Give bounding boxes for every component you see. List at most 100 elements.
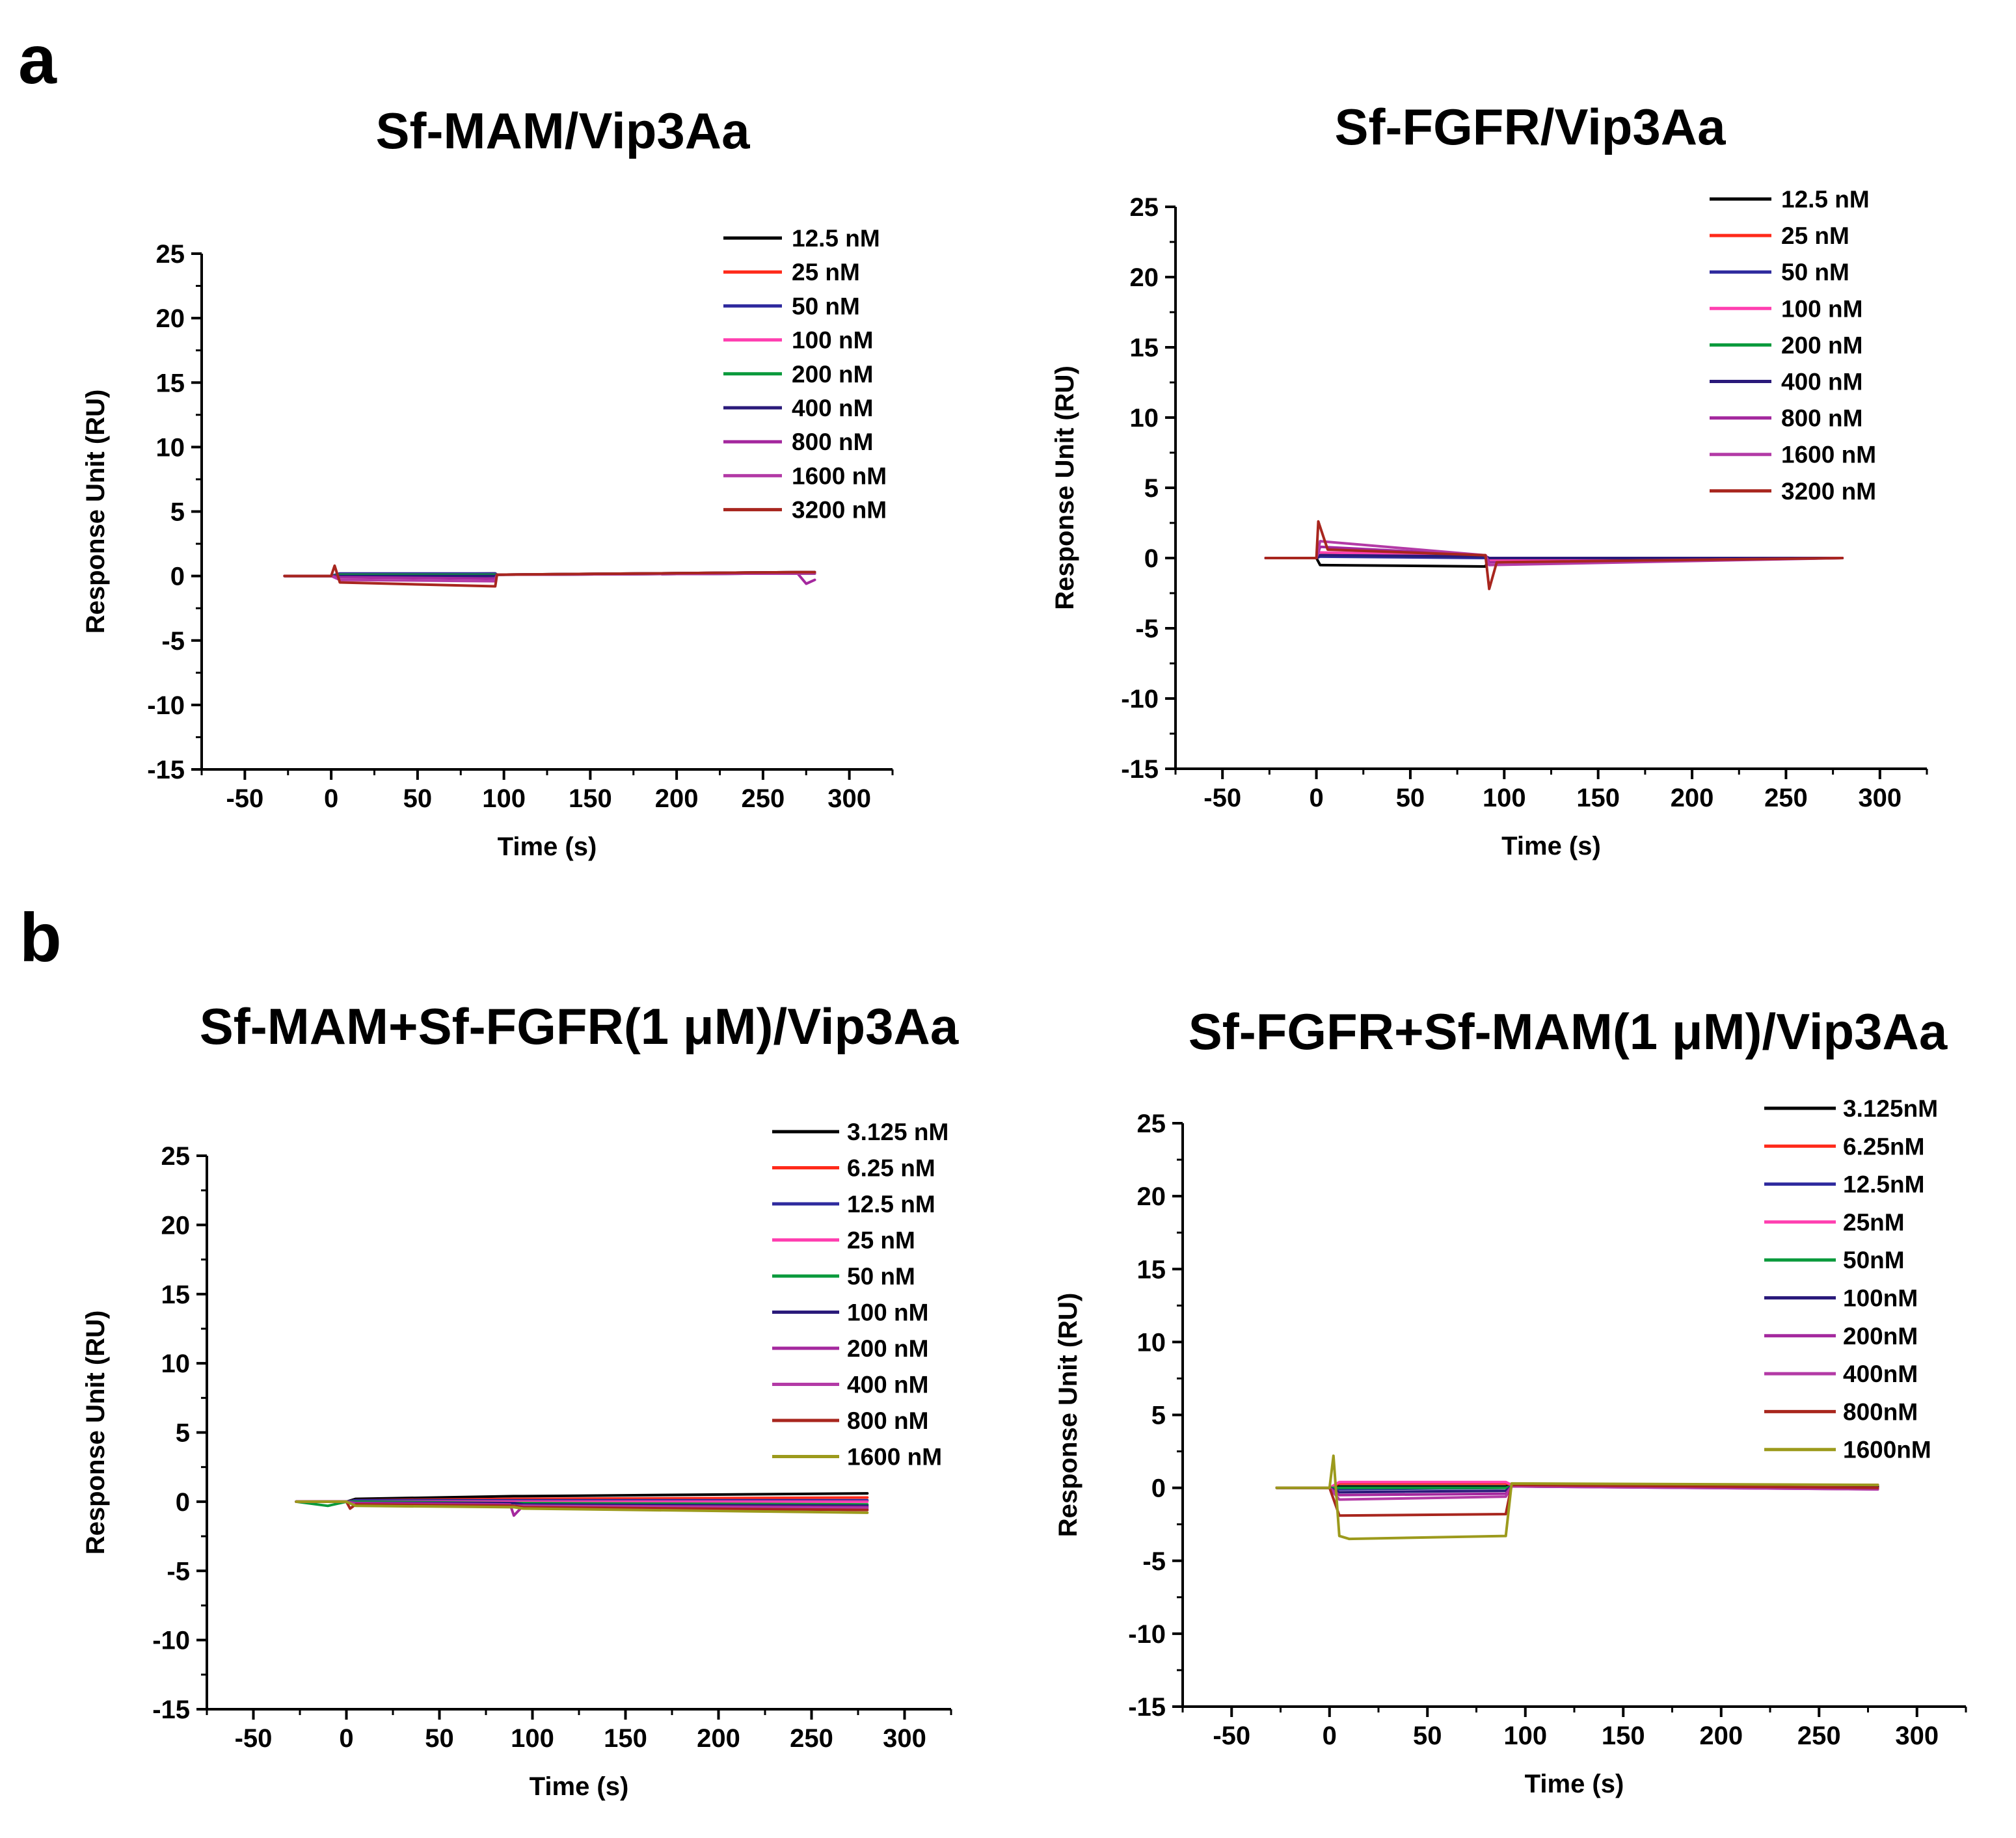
chart-4-x-tick-label: 300 — [1895, 1722, 1939, 1750]
chart-1-legend-label: 25 nM — [792, 259, 860, 286]
chart-1-title: Sf-MAM/Vip3Aa — [376, 102, 751, 159]
chart-2-y-tick-label: 20 — [1130, 263, 1159, 292]
chart-3-legend-label: 50 nM — [847, 1263, 915, 1290]
chart-1-x-tick-label: 0 — [324, 784, 338, 813]
chart-4-legend-label: 400nM — [1843, 1361, 1918, 1387]
chart-3-x-tick-label: 50 — [425, 1724, 454, 1753]
chart-3-x-tick-label: 250 — [790, 1724, 833, 1753]
chart-2-x-tick-label: 100 — [1483, 784, 1526, 812]
chart-3-legend-label: 200 nM — [847, 1335, 928, 1362]
chart-4-x-axis-title: Time (s) — [1525, 1770, 1624, 1798]
chart-4-y-tick-label: 10 — [1137, 1328, 1166, 1357]
chart-2-y-tick-label: 25 — [1130, 193, 1159, 222]
chart-2-y-tick-label: -15 — [1121, 755, 1159, 784]
chart-3-title: Sf-MAM+Sf-FGFR(1 μM)/Vip3Aa — [200, 998, 959, 1055]
chart-1-legend-label: 3200 nM — [792, 497, 887, 524]
panel-label-b: b — [20, 899, 62, 976]
chart-3-legend-label: 3.125 nM — [847, 1119, 948, 1145]
chart-4-y-tick-label: 0 — [1151, 1474, 1166, 1503]
chart-1-x-axis-title: Time (s) — [498, 832, 597, 861]
chart-4-y-tick-label: 5 — [1151, 1402, 1166, 1430]
chart-4-y-tick-label: -5 — [1142, 1547, 1166, 1576]
chart-2-y-tick-label: 15 — [1130, 334, 1159, 362]
chart-1-y-axis-title: Response Unit (RU) — [81, 390, 110, 634]
chart-1-y-tick-label: -5 — [161, 627, 185, 656]
chart-4-legend-label: 3.125nM — [1843, 1095, 1938, 1122]
chart-3-series-line — [295, 1500, 869, 1508]
chart-3-y-axis-title: Response Unit (RU) — [81, 1311, 110, 1555]
chart-2-legend-label: 50 nM — [1781, 259, 1849, 286]
chart-2-x-axis-title: Time (s) — [1501, 832, 1601, 860]
chart-3-y-tick-label: -5 — [167, 1557, 190, 1586]
chart-3-y-tick-label: -10 — [152, 1627, 190, 1655]
chart-4-x-tick-label: 150 — [1602, 1722, 1645, 1750]
chart-3-x-tick-label: 300 — [883, 1724, 926, 1753]
chart-1-x-tick-label: 150 — [569, 784, 612, 813]
chart-2-y-tick-label: 5 — [1144, 474, 1159, 503]
chart-4-x-tick-label: 200 — [1699, 1722, 1743, 1750]
chart-2-series-line — [1264, 520, 1844, 591]
chart-1-y-tick-label: 10 — [156, 433, 185, 462]
chart-4-y-tick-label: 20 — [1137, 1182, 1166, 1211]
chart-2-legend-label: 12.5 nM — [1781, 186, 1870, 213]
chart-sf-mam-plus-sf-fgfr-vip3aa: Sf-MAM+Sf-FGFR(1 μM)/Vip3Aa-15-10-505101… — [81, 998, 959, 1801]
chart-2-x-tick-label: 0 — [1309, 784, 1323, 812]
chart-1-legend-label: 400 nM — [792, 395, 873, 421]
chart-4-y-tick-label: 15 — [1137, 1255, 1166, 1284]
chart-2-legend-label: 400 nM — [1781, 369, 1862, 395]
chart-3-legend-label: 100 nM — [847, 1299, 928, 1326]
chart-1-legend-label: 1600 nM — [792, 462, 887, 489]
chart-1-y-tick-label: 25 — [156, 240, 185, 269]
chart-2-legend-label: 3200 nM — [1781, 478, 1876, 505]
chart-1-y-tick-label: -10 — [147, 691, 185, 720]
chart-2-legend-label: 800 nM — [1781, 405, 1862, 432]
chart-4-y-axis-title: Response Unit (RU) — [1054, 1293, 1082, 1538]
chart-3-legend-label: 1600 nM — [847, 1444, 942, 1471]
chart-4-x-tick-label: 0 — [1323, 1722, 1337, 1750]
chart-1-x-tick-label: 200 — [655, 784, 699, 813]
chart-2-x-tick-label: 250 — [1764, 784, 1808, 812]
chart-4-x-tick-label: 100 — [1503, 1722, 1547, 1750]
chart-4-legend-label: 800nM — [1843, 1398, 1918, 1425]
chart-1-legend-label: 800 nM — [792, 429, 873, 455]
chart-2-legend-label: 1600 nM — [1781, 442, 1876, 468]
chart-2-y-tick-label: -5 — [1135, 615, 1159, 643]
chart-4-title: Sf-FGFR+Sf-MAM(1 μM)/Vip3Aa — [1189, 1003, 1948, 1060]
chart-3-legend-label: 400 nM — [847, 1372, 928, 1398]
chart-1-y-tick-label: 15 — [156, 369, 185, 397]
chart-3-y-tick-label: 10 — [161, 1350, 191, 1378]
chart-4-y-tick-label: -15 — [1128, 1693, 1166, 1722]
chart-1-y-tick-label: 5 — [170, 498, 185, 527]
chart-2-legend-label: 200 nM — [1781, 332, 1862, 358]
chart-2-x-tick-label: 300 — [1858, 784, 1902, 812]
chart-2-x-tick-label: 50 — [1396, 784, 1425, 812]
chart-3-y-tick-label: 5 — [176, 1419, 190, 1448]
chart-3-y-tick-label: 25 — [161, 1142, 191, 1171]
chart-3-legend-label: 25 nM — [847, 1227, 915, 1254]
chart-4-legend-label: 6.25nM — [1843, 1133, 1924, 1160]
chart-1-x-tick-label: 50 — [403, 784, 433, 813]
chart-4-y-tick-label: -10 — [1128, 1620, 1166, 1649]
chart-3-y-tick-label: 15 — [161, 1281, 191, 1309]
chart-4-legend-label: 1600nM — [1843, 1437, 1931, 1463]
chart-2-y-tick-label: -10 — [1121, 685, 1159, 713]
chart-3-x-tick-label: 150 — [604, 1724, 647, 1753]
chart-3-series-line — [295, 1500, 869, 1514]
chart-1-legend-label: 200 nM — [792, 361, 873, 388]
chart-1-y-tick-label: 20 — [156, 304, 185, 333]
chart-1-series-line — [283, 564, 816, 588]
chart-3-legend-label: 12.5 nM — [847, 1191, 935, 1218]
chart-3-y-tick-label: 0 — [176, 1488, 190, 1517]
chart-2-title: Sf-FGFR/Vip3Aa — [1335, 98, 1727, 155]
chart-3-x-axis-title: Time (s) — [530, 1772, 629, 1801]
chart-4-x-tick-label: 50 — [1413, 1722, 1442, 1750]
chart-4-legend-label: 12.5nM — [1843, 1171, 1924, 1198]
chart-1-y-tick-label: 0 — [170, 563, 185, 591]
chart-2-x-tick-label: -50 — [1203, 784, 1241, 812]
chart-1-x-tick-label: 100 — [482, 784, 526, 813]
chart-1-x-tick-label: -50 — [226, 784, 263, 813]
chart-1-legend-label: 100 nM — [792, 327, 873, 354]
chart-4-legend-label: 50nM — [1843, 1247, 1905, 1273]
